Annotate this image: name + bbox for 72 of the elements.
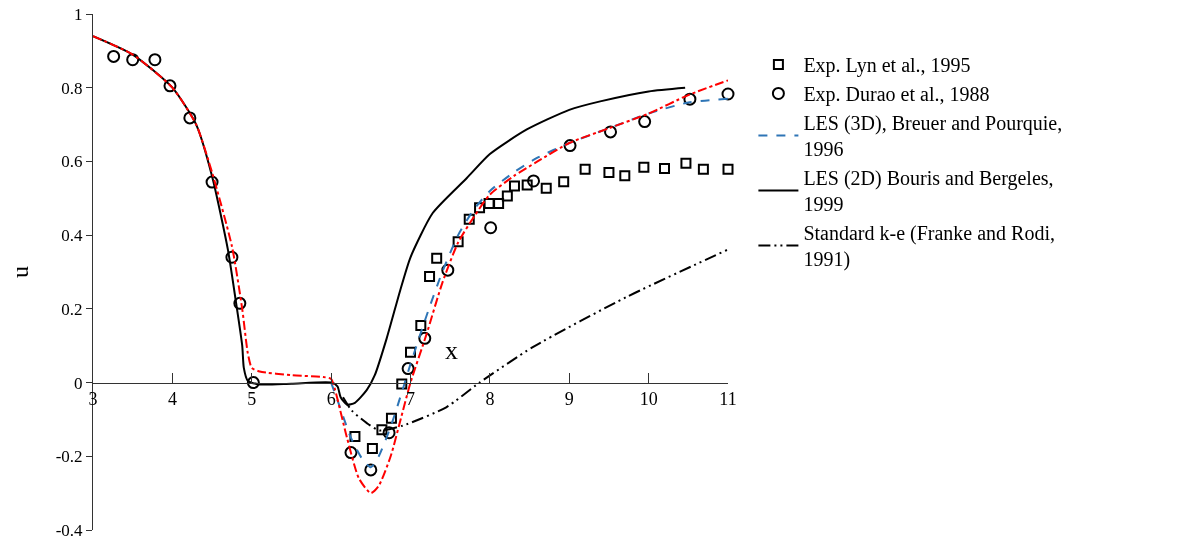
legend-label: Exp. Lyn et al., 1995 [803,54,971,78]
point [364,463,378,477]
point [540,182,552,194]
legend-label: Exp. Durao et al., 1988 [803,83,990,107]
point [474,202,486,214]
y-tick-label: 0.8 [61,78,83,98]
point [441,263,455,277]
point [619,170,631,182]
point [376,424,388,436]
point [579,163,591,175]
point [205,175,219,189]
point [721,87,735,101]
point [452,236,464,248]
y-tick-label: 0 [74,373,83,393]
point [246,376,260,390]
legend-label: LES (2D) Bouris and Bergeles, 1999 [803,167,1054,216]
legend-label: LES (3D), Breuer and Pourquie, 1996 [803,112,1063,161]
point [148,53,162,67]
point [558,176,570,188]
y-tick-label: -0.2 [55,447,83,467]
x-tick-label: 7 [406,389,415,410]
x-tick-label: 8 [485,389,495,410]
point [126,53,140,67]
point [163,79,177,93]
x-tick-label: 10 [639,389,658,410]
y-tick-label: 0.2 [61,299,83,319]
point [521,179,533,191]
point [366,443,378,455]
point [463,213,475,225]
point [107,49,121,63]
x-tick-label: 4 [167,389,177,410]
point [638,115,652,129]
x-tick-label: 11 [719,389,737,410]
y-tick-label: 0.6 [61,152,83,172]
point [603,166,615,178]
point [484,221,498,235]
y-tick-label: 1 [74,4,83,24]
y-tick-label: 0.4 [61,226,84,246]
x-tick-label: 6 [326,389,336,410]
point [638,161,650,173]
point [382,426,396,440]
point [483,197,495,209]
point [563,139,577,153]
point [415,319,427,331]
point [385,412,397,424]
point [683,92,697,106]
point [183,111,197,125]
x-tick-label: 9 [564,389,574,410]
point [405,346,416,358]
point [722,163,734,175]
point [527,174,541,188]
point [431,252,443,264]
point [659,162,670,174]
x-axis-title: x [445,336,458,365]
y-tick-label: -0.4 [55,520,84,540]
point [401,362,415,376]
point [508,180,520,192]
point [225,250,239,264]
x-tick-label: 5 [247,389,257,410]
point [501,190,513,202]
y-axis-title: u [6,266,33,278]
point [697,163,709,175]
point [344,446,358,460]
point [604,125,618,139]
point [493,197,505,209]
point [424,270,436,282]
point [349,430,361,442]
point [396,378,408,390]
point [233,296,247,310]
legend-label: Standard k-e (Franke and Rodi, 1991) [803,222,1056,272]
point [680,157,692,169]
point [418,331,432,345]
